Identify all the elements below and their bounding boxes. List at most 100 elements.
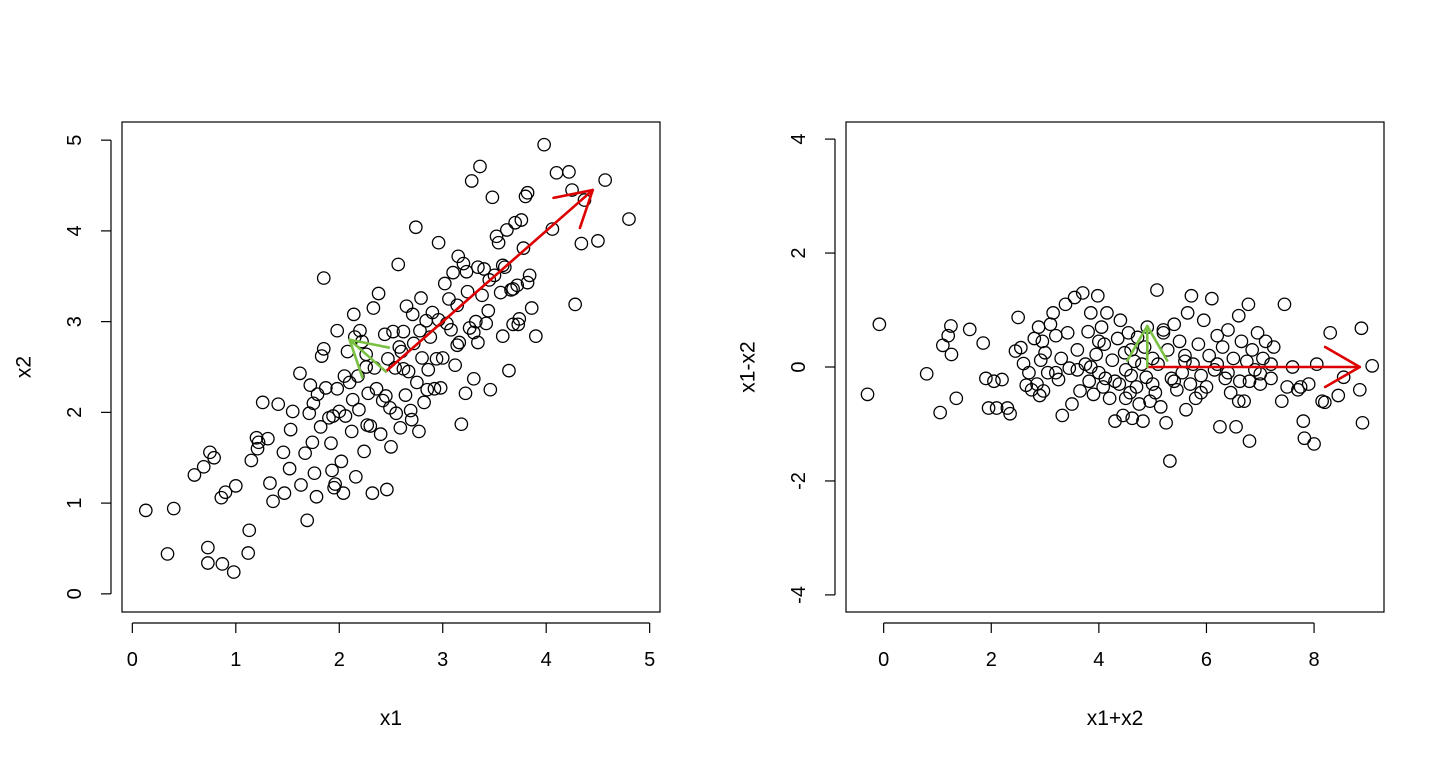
plot-frame — [121, 121, 661, 613]
data-point — [316, 271, 331, 285]
data-point — [306, 396, 321, 411]
data-point — [242, 523, 257, 538]
data-point — [459, 264, 474, 279]
data-point — [482, 273, 497, 287]
data-point — [1082, 374, 1097, 389]
data-point — [989, 401, 1004, 415]
data-point — [545, 222, 560, 236]
x-tick-label: 4 — [541, 649, 552, 671]
data-point — [1309, 357, 1324, 372]
y-tick-label: -4 — [788, 586, 810, 604]
data-point — [1092, 334, 1106, 349]
data-point — [352, 402, 366, 417]
y-tick-label: 2 — [788, 247, 810, 258]
data-point — [1245, 343, 1260, 357]
data-point — [369, 381, 384, 396]
data-point — [353, 323, 367, 338]
data-point — [1054, 351, 1069, 366]
data-point — [1110, 331, 1125, 346]
arrow-minor-head — [348, 338, 391, 379]
data-point — [1035, 334, 1050, 349]
data-point — [1113, 313, 1128, 328]
data-point — [872, 317, 887, 332]
data-point — [1204, 291, 1219, 306]
data-point — [1231, 308, 1246, 323]
data-point — [1145, 377, 1160, 391]
data-point — [1125, 411, 1140, 426]
data-point — [277, 486, 292, 500]
data-point — [365, 486, 380, 500]
x-tick-label: 6 — [1201, 649, 1212, 671]
data-point — [255, 395, 270, 410]
data-point — [491, 235, 506, 250]
data-point — [336, 486, 351, 500]
data-point — [1096, 380, 1111, 394]
data-point — [215, 557, 230, 571]
data-point — [987, 374, 1001, 389]
arrow-major-head — [552, 188, 595, 230]
data-point — [477, 262, 491, 276]
data-point — [1323, 325, 1338, 340]
data-point — [1013, 340, 1028, 355]
data-point — [511, 317, 526, 332]
data-point — [415, 351, 429, 365]
data-point — [1293, 380, 1308, 394]
data-point — [995, 372, 1009, 387]
data-point — [1307, 437, 1321, 451]
data-point — [396, 324, 411, 339]
data-point — [1081, 324, 1095, 339]
data-point — [1027, 331, 1042, 346]
data-point — [1191, 337, 1206, 352]
data-point — [1094, 320, 1109, 334]
data-point — [226, 565, 241, 579]
data-point — [1331, 388, 1346, 403]
data-point — [1139, 370, 1154, 385]
data-point — [860, 387, 875, 402]
data-point — [450, 298, 465, 313]
data-point — [431, 235, 446, 250]
data-point — [1352, 382, 1367, 397]
data-point — [1003, 406, 1017, 421]
data-point — [456, 256, 471, 271]
data-point — [1048, 365, 1063, 380]
data-point — [446, 265, 460, 280]
data-point — [568, 297, 583, 312]
data-point — [1178, 348, 1192, 363]
data-point — [475, 288, 489, 303]
y-tick-label: 4 — [788, 134, 810, 145]
data-point — [1129, 380, 1144, 394]
data-point — [528, 329, 543, 343]
data-point — [300, 513, 315, 528]
data-point — [944, 319, 958, 333]
data-point — [565, 183, 579, 197]
data-point — [508, 215, 523, 230]
data-point — [1016, 356, 1031, 371]
data-point — [1232, 374, 1247, 389]
data-point — [962, 322, 977, 337]
data-point — [1121, 325, 1136, 340]
data-point — [522, 268, 537, 283]
data-point — [1108, 374, 1122, 389]
data-point — [1253, 377, 1268, 391]
data-point — [1196, 313, 1211, 328]
data-point — [1075, 286, 1090, 300]
data-point — [1067, 290, 1082, 305]
data-point — [464, 174, 479, 188]
data-point — [1089, 347, 1104, 362]
data-point — [454, 417, 469, 432]
data-point — [549, 165, 564, 180]
data-point — [1070, 343, 1085, 357]
data-point — [941, 328, 956, 343]
data-point — [518, 189, 533, 204]
data-point — [391, 257, 406, 272]
data-point — [348, 469, 363, 484]
data-point — [316, 342, 331, 356]
data-point — [380, 482, 394, 497]
data-point — [497, 260, 512, 275]
data-point — [473, 159, 487, 174]
data-point — [460, 284, 475, 299]
data-point — [1040, 365, 1055, 380]
data-point — [1051, 372, 1066, 387]
data-point — [1136, 414, 1150, 428]
data-point — [1098, 371, 1113, 386]
